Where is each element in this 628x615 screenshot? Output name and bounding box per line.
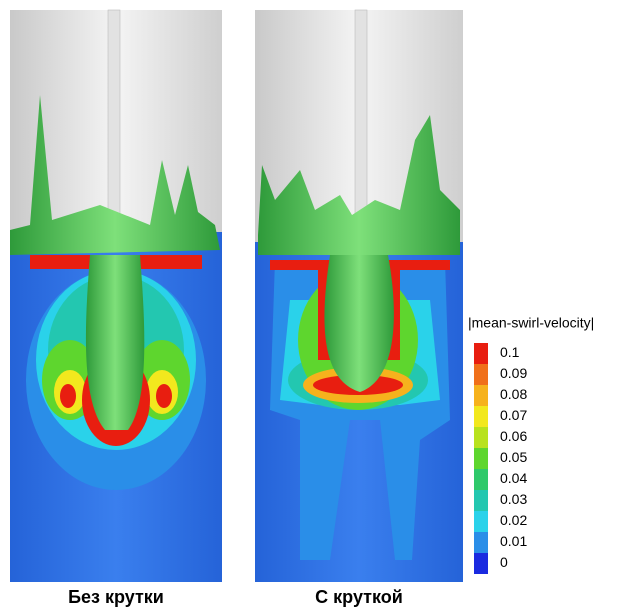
colorbar-label: 0.02 [500,512,527,528]
panel-caption: С круткой [315,587,403,607]
colorbar-label: 0.06 [500,428,527,444]
colorbar-label: 0.09 [500,365,527,381]
colorbar-swatch [474,532,488,553]
panel-caption: Без крутки [68,587,164,607]
colorbar-label: 0.07 [500,407,527,423]
colorbar-swatch [474,427,488,448]
colorbar-label: 0.03 [500,491,527,507]
left-panel [10,10,222,582]
figure: Без крутки С круткой |mean-swirl-velocity… [0,0,628,610]
colorbar-swatch [474,343,488,364]
colorbar-swatch [474,469,488,490]
colorbar-label: 0.01 [500,533,527,549]
colorbar-swatch [474,511,488,532]
colorbar-swatch [474,364,488,385]
colorbar-swatch [474,406,488,427]
colorbar-swatch [474,448,488,469]
colorbar-label: 0.08 [500,386,527,402]
colorbar-swatch [474,553,488,574]
colorbar-label: 0 [500,554,508,570]
colorbar-label: 0.1 [500,344,520,360]
colorbar-title: |mean-swirl-velocity| [468,315,594,331]
colorbar-swatch [474,385,488,406]
colorbar-label: 0.04 [500,470,527,486]
colorbar-swatch [474,490,488,511]
right-panel [255,10,463,582]
colorbar-label: 0.05 [500,449,527,465]
